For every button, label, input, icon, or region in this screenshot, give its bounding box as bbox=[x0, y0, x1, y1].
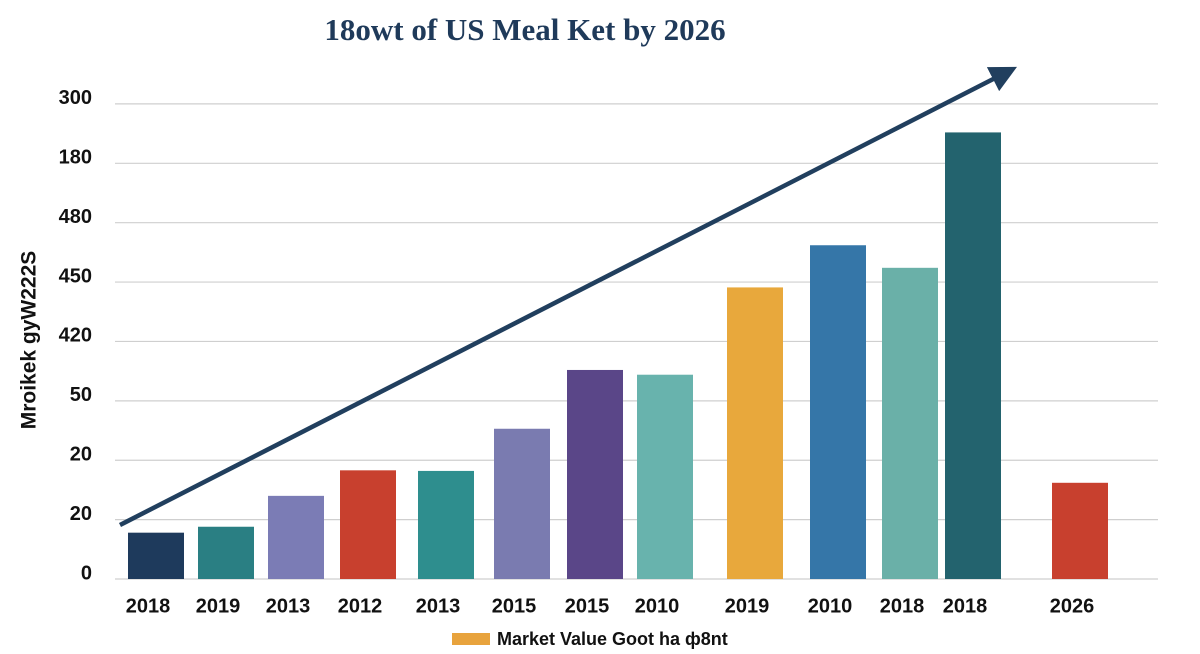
x-tick-label: 2018 bbox=[943, 595, 988, 617]
bar bbox=[198, 526, 254, 579]
x-tick-label: 2018 bbox=[880, 595, 925, 617]
bar bbox=[810, 245, 866, 579]
x-tick-label: 2013 bbox=[416, 595, 461, 617]
y-tick-label: 50 bbox=[70, 384, 92, 406]
y-tick-label: 450 bbox=[59, 265, 92, 287]
bar bbox=[340, 470, 396, 579]
bar bbox=[727, 287, 783, 579]
x-tick-label: 2012 bbox=[338, 595, 383, 617]
x-tick-label: 2015 bbox=[492, 595, 537, 617]
bar bbox=[567, 369, 623, 579]
x-tick-label: 2010 bbox=[808, 595, 853, 617]
legend-label: Market Value Goot ha ф8nt bbox=[497, 629, 728, 649]
x-tick-label: 2015 bbox=[565, 595, 610, 617]
bar bbox=[882, 267, 938, 579]
x-tick-label: 2019 bbox=[196, 595, 241, 617]
grid: 0 20 20 50 420 450 480 180 300 bbox=[59, 87, 1158, 584]
x-tick-label: 2013 bbox=[266, 595, 311, 617]
bar bbox=[418, 470, 474, 579]
bar bbox=[1052, 482, 1108, 579]
legend-swatch bbox=[452, 633, 490, 645]
x-tick-label: 2026 bbox=[1050, 595, 1095, 617]
x-tick-label: 2018 bbox=[126, 595, 171, 617]
bar bbox=[637, 374, 693, 579]
bar bbox=[268, 495, 324, 579]
trend-arrow bbox=[118, 66, 1018, 528]
y-tick-label: 480 bbox=[59, 206, 92, 228]
bar bbox=[494, 428, 550, 579]
y-tick-label: 0 bbox=[81, 562, 92, 584]
x-tick-label: 2019 bbox=[725, 595, 770, 617]
y-tick-label: 20 bbox=[70, 503, 92, 525]
x-tick-label: 2010 bbox=[635, 595, 680, 617]
bars: 2018 2019 2013 2012 2013 2015 2015 2010 2019 2010… bbox=[126, 132, 1108, 617]
y-tick-label: 420 bbox=[59, 325, 92, 347]
bar bbox=[128, 532, 184, 579]
y-tick-label: 300 bbox=[59, 87, 92, 109]
y-tick-label: 20 bbox=[70, 444, 92, 466]
y-axis-label: Mroikek gyW222S bbox=[18, 251, 41, 430]
bar bbox=[945, 132, 1001, 579]
y-tick-label: 180 bbox=[59, 147, 92, 169]
chart-title: 18owt of US Meal Ket by 2026 bbox=[324, 12, 725, 47]
